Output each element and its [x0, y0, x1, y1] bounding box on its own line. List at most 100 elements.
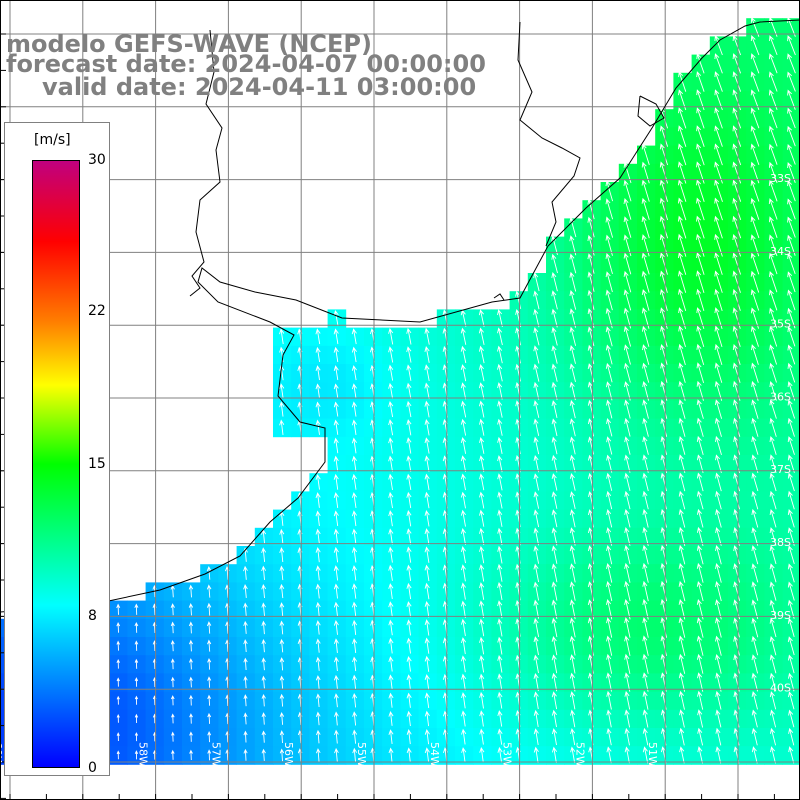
wind-arrow [351, 510, 357, 527]
wind-arrow [678, 107, 687, 129]
wind-arrow [352, 711, 358, 726]
wind-arrow [715, 746, 722, 764]
wind-arrow [279, 419, 285, 435]
wind-arrow [679, 727, 685, 746]
wind-arrow [497, 509, 503, 527]
wind-arrow [352, 729, 358, 744]
wind-arrow [733, 508, 740, 528]
wind-arrow [587, 344, 595, 365]
wind-arrow [641, 252, 650, 275]
wind-arrow [678, 325, 686, 348]
wind-arrow [787, 289, 796, 311]
wind-arrow [460, 655, 467, 673]
wind-arrow [715, 527, 722, 546]
wind-arrow [750, 35, 760, 56]
wind-arrow [279, 383, 285, 399]
wind-arrow [189, 749, 193, 761]
wind-arrow [315, 492, 321, 508]
wind-arrow [533, 509, 540, 528]
wind-arrow [714, 215, 723, 239]
colorbar-tick-22: 22 [88, 303, 106, 319]
wind-arrow [659, 215, 669, 239]
wind-arrow [696, 617, 704, 638]
wind-arrow [497, 382, 503, 400]
wind-arrow [261, 620, 266, 635]
wind-arrow [769, 672, 777, 692]
wind-arrow [333, 546, 339, 563]
wind-arrow [751, 746, 758, 764]
wind-arrow [533, 545, 540, 564]
wind-arrow [787, 417, 795, 437]
wind-arrow [733, 399, 741, 419]
wind-arrow [551, 691, 558, 710]
wind-arrow [751, 654, 759, 674]
wind-arrow [388, 674, 394, 690]
wind-arrow [732, 197, 742, 221]
wind-arrow [243, 602, 248, 616]
wind-arrow [134, 603, 139, 615]
wind-arrow [678, 672, 686, 692]
lon-label: 54W [428, 742, 441, 767]
wind-arrow [424, 345, 430, 363]
wind-arrow [696, 325, 705, 348]
wind-arrow [570, 746, 576, 764]
wind-arrow [605, 198, 614, 220]
wind-arrow [697, 746, 703, 764]
wind-arrow [497, 436, 503, 454]
wind-arrow [333, 328, 339, 345]
wind-arrow [460, 600, 467, 618]
wind-arrow [624, 727, 630, 746]
wind-arrow [424, 710, 430, 727]
wind-arrow [660, 490, 667, 510]
wind-arrow [388, 455, 394, 472]
wind-arrow [279, 328, 285, 345]
wind-arrow [787, 362, 796, 383]
wind-arrow [188, 584, 194, 598]
wind-arrow [461, 673, 467, 691]
wind-arrow [659, 197, 669, 221]
lon-label: 58W [137, 742, 150, 767]
wind-arrow [732, 35, 742, 56]
wind-arrow [315, 656, 321, 671]
wind-arrow [587, 363, 595, 383]
lat-label: 33S [770, 172, 791, 185]
wind-arrow [787, 636, 795, 656]
wind-arrow [768, 107, 778, 129]
wind-arrow [188, 658, 193, 670]
wind-arrow [315, 383, 321, 399]
wind-arrow [660, 472, 667, 492]
wind-arrow [660, 562, 668, 583]
wind-arrow [714, 343, 723, 366]
wind-arrow [206, 565, 212, 580]
wind-arrow [660, 399, 668, 419]
wind-arrow [606, 727, 612, 746]
wind-arrow [333, 492, 339, 508]
wind-arrow [787, 527, 795, 546]
wind-arrow [569, 491, 576, 509]
wind-arrow [315, 419, 321, 435]
wind-arrow [769, 509, 777, 528]
wind-arrow [569, 326, 577, 346]
wind-arrow [623, 252, 632, 275]
wind-arrow [279, 565, 285, 581]
wind-arrow [696, 288, 705, 312]
wind-arrow [279, 657, 285, 671]
wind-arrow [605, 216, 614, 238]
wind-arrow [660, 362, 668, 383]
wind-arrow [333, 656, 339, 672]
wind-arrow [751, 690, 758, 710]
wind-arrow [714, 53, 723, 74]
wind-arrow [479, 582, 485, 600]
wind-arrow [352, 674, 358, 690]
wind-arrow [715, 562, 722, 583]
wind-arrow [714, 288, 723, 312]
wind-arrow [660, 580, 668, 602]
wind-arrow [551, 617, 558, 638]
wind-arrow [460, 546, 466, 564]
wind-arrow [715, 709, 722, 728]
wind-arrow [751, 563, 759, 583]
wind-arrow [388, 546, 394, 563]
wind-arrow [787, 252, 796, 275]
wind-arrow [696, 399, 704, 419]
wind-arrow [533, 345, 540, 364]
